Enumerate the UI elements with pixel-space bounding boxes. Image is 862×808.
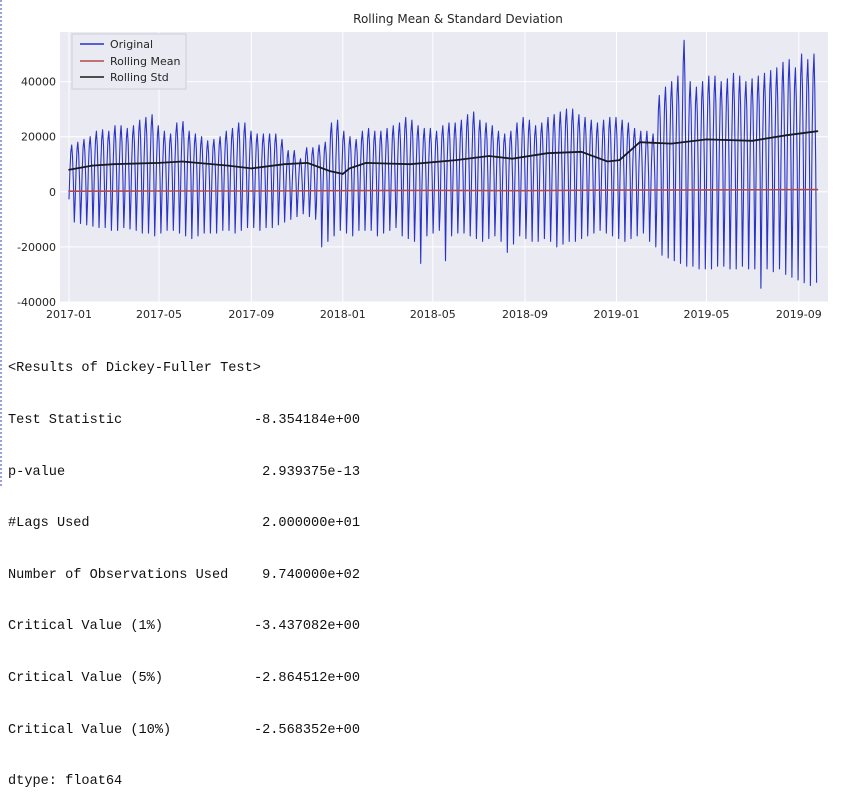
rolling-std-point	[639, 141, 641, 143]
legend-label-rolling-std: Rolling Std	[110, 71, 169, 84]
rolling-std-point	[365, 162, 367, 164]
x-tick-label: 2017-05	[136, 308, 182, 321]
legend: Original Rolling Mean Rolling Std	[71, 33, 187, 90]
x-tick-label: 2018-09	[502, 308, 548, 321]
y-tick-label: 40000	[21, 76, 56, 89]
rolling-std-point	[455, 159, 457, 161]
rolling-std-point	[112, 163, 115, 165]
rolling-std-point	[618, 159, 621, 161]
dickey-fuller-output: <Results of Dickey-Fuller Test> Test Sta…	[8, 326, 360, 808]
rolling-mean-point	[250, 190, 253, 192]
gridlines	[60, 32, 828, 303]
result-label: Test Statistic	[8, 413, 123, 429]
series-group	[68, 39, 819, 289]
y-tick-label: 0	[49, 186, 56, 199]
legend-label-original: Original	[110, 38, 153, 51]
result-value: 2.000000e+01	[262, 516, 360, 532]
rolling-std-point	[329, 170, 331, 172]
result-value: 2.939375e-13	[262, 464, 360, 480]
rolling-mean-point	[158, 190, 160, 192]
rolling-std-point	[68, 169, 70, 171]
rolling-std-point	[705, 138, 708, 141]
y-tick-label: 20000	[21, 131, 56, 144]
rolling-std-point	[580, 151, 583, 153]
rolling-std-point	[158, 162, 160, 164]
left-gutter-rule	[0, 0, 2, 487]
rolling-std-point	[546, 152, 549, 154]
x-tick-label: 2017-01	[46, 308, 92, 321]
rolling-std-point	[488, 155, 490, 157]
result-label: Number of Observations Used	[8, 567, 229, 583]
rolling-std-point	[816, 130, 819, 132]
rolling-mean-point	[615, 189, 618, 191]
result-label: #Lags Used	[8, 516, 90, 532]
rolling-std-point	[342, 173, 344, 175]
x-tick-label: 2019-05	[684, 308, 730, 321]
result-row: Critical Value (10%) -2.568352e+00	[8, 722, 360, 739]
result-value: -2.568352e+00	[253, 722, 360, 738]
rolling-std-point	[409, 163, 412, 165]
rolling-mean-point	[524, 189, 526, 192]
result-row: Test Statistic -8.354184e+00	[8, 412, 360, 429]
rolling-mean-point	[432, 189, 434, 192]
x-tick-label: 2019-09	[776, 308, 822, 321]
rolling-std-point	[751, 140, 754, 142]
rolling-mean-point	[705, 189, 708, 191]
result-value: 9.740000e+02	[262, 567, 360, 583]
rolling-std-point	[227, 164, 229, 167]
x-tick-label: 2019-01	[594, 308, 640, 321]
series-original-line	[68, 39, 818, 289]
rolling-std-point	[785, 134, 787, 137]
results-dtype: dtype: float64	[8, 774, 123, 790]
result-label: Critical Value (1%)	[8, 619, 163, 635]
x-tick-label: 2018-05	[410, 308, 456, 321]
legend-label-rolling-mean: Rolling Mean	[110, 55, 180, 68]
rolling-std-point	[348, 167, 351, 170]
rolling-std-point	[250, 167, 253, 170]
result-label: Critical Value (10%)	[8, 722, 172, 738]
x-tick-label: 2017-09	[228, 308, 274, 321]
result-row: Number of Observations Used 9.740000e+02	[8, 567, 360, 584]
result-value: -8.354184e+00	[253, 413, 360, 429]
results-header: <Results of Dickey-Fuller Test>	[8, 361, 261, 377]
axis-tick-labels: 2017-01 2017-05 2017-09 2018-01 2018-05 2018-…	[17, 76, 822, 321]
rolling-std-point	[670, 142, 673, 145]
result-row: #Lags Used 2.000000e+01	[8, 515, 360, 532]
x-tick-label: 2018-01	[320, 308, 366, 321]
y-tick-label: -20000	[17, 241, 56, 254]
result-value: -2.864512e+00	[253, 671, 360, 687]
rolling-std-point	[511, 157, 514, 160]
chart-title: Rolling Mean & Standard Deviation	[353, 12, 563, 26]
rolling-std-point	[306, 162, 309, 164]
rolling-std-point	[606, 160, 609, 163]
result-label: Critical Value (5%)	[8, 671, 163, 687]
rolling-std-point	[181, 160, 184, 163]
rolling-stats-chart: Rolling Mean & Standard Deviation 2017-0…	[17, 12, 828, 321]
rolling-mean-point	[816, 188, 819, 191]
result-row: Critical Value (5%) -2.864512e+00	[8, 670, 360, 687]
rolling-mean-point	[68, 190, 70, 192]
result-label: p-value	[8, 464, 66, 480]
result-row: Critical Value (1%) -3.437082e+00	[8, 618, 360, 635]
rolling-mean-point	[342, 189, 344, 192]
result-row: p-value 2.939375e-13	[8, 464, 360, 481]
rolling-std-point	[283, 163, 286, 165]
result-value: -3.437082e+00	[253, 619, 360, 635]
y-tick-label: -40000	[17, 296, 56, 309]
rolling-std-point	[91, 164, 94, 167]
